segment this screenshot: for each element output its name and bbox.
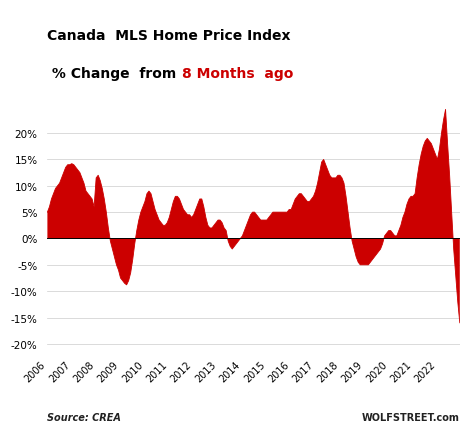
Text: 8 Months  ago: 8 Months ago [182, 67, 293, 81]
Text: Source: CREA: Source: CREA [47, 412, 121, 422]
Text: WOLFSTREET.com: WOLFSTREET.com [362, 412, 460, 422]
Text: Canada  MLS Home Price Index: Canada MLS Home Price Index [47, 29, 291, 43]
Text: % Change  from: % Change from [47, 67, 182, 81]
